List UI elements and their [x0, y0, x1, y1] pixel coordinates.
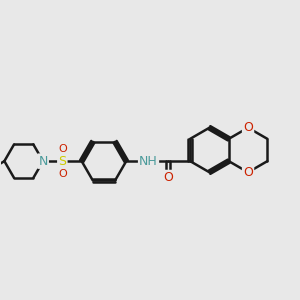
Text: O: O — [58, 144, 67, 154]
Text: O: O — [163, 171, 173, 184]
Text: O: O — [243, 121, 253, 134]
Text: S: S — [58, 154, 66, 168]
Text: O: O — [243, 166, 253, 179]
Text: NH: NH — [139, 154, 158, 168]
Text: O: O — [58, 169, 67, 178]
Text: N: N — [38, 154, 48, 168]
